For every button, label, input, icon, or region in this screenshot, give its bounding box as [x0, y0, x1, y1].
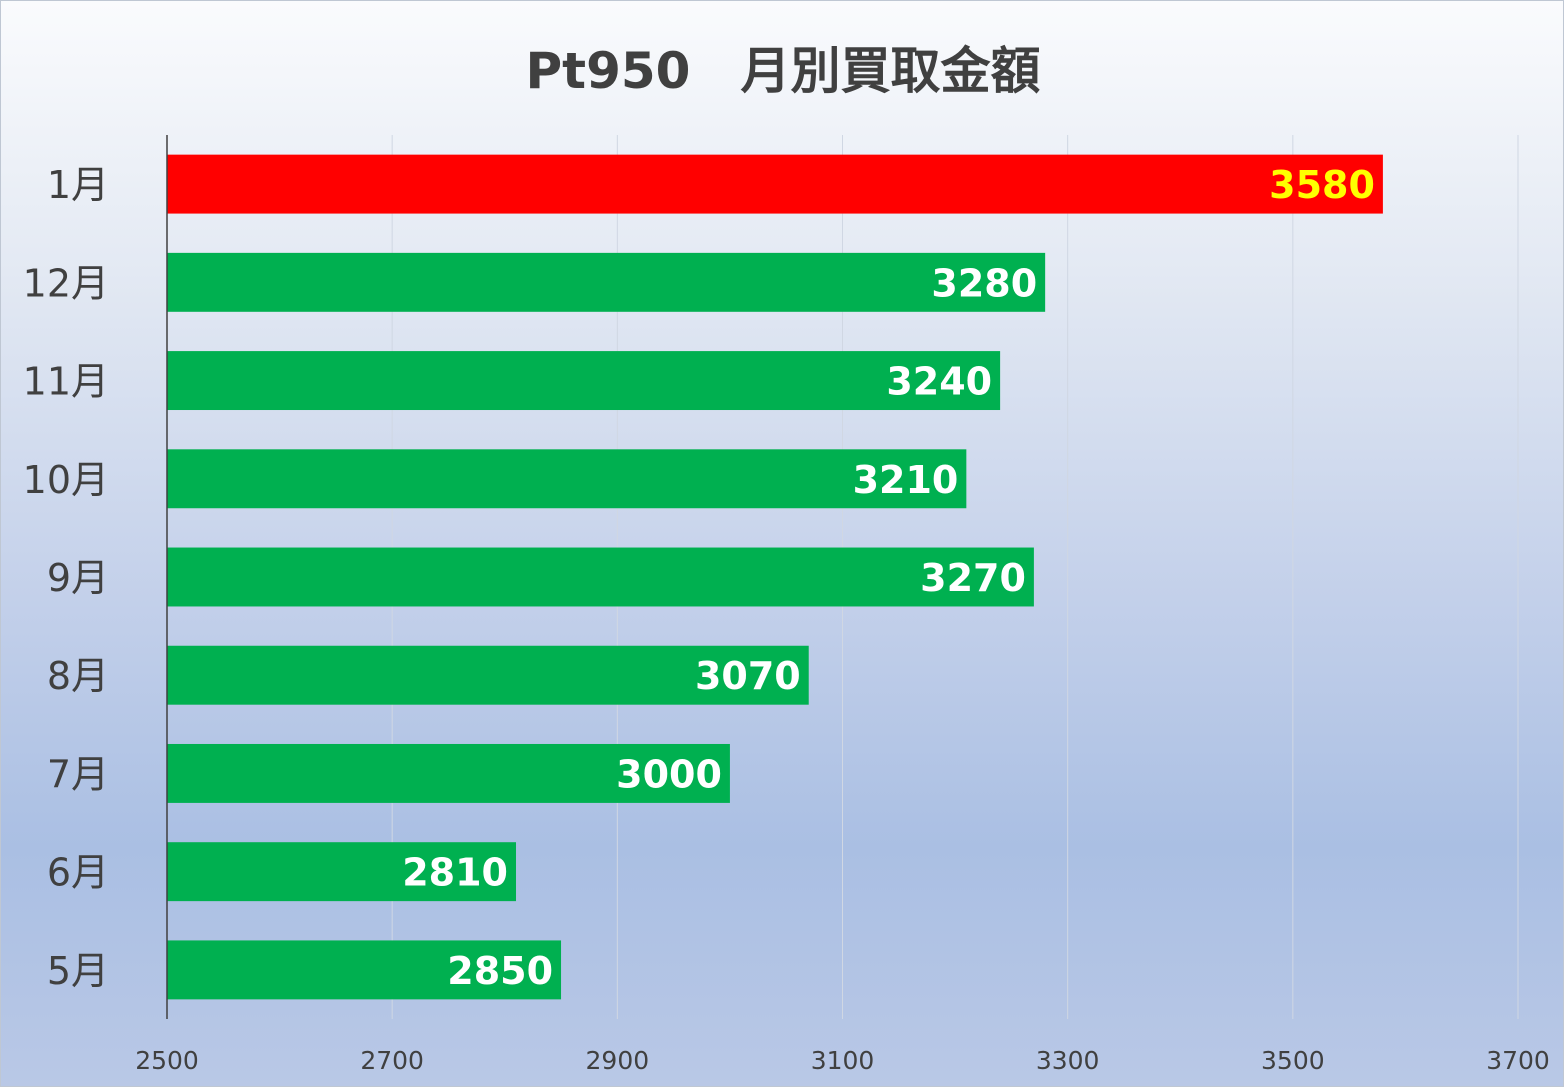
bar: [167, 547, 1034, 607]
data-label: 3240: [886, 360, 992, 404]
category-label: 6月: [47, 851, 109, 895]
data-label: 2850: [447, 949, 553, 993]
x-tick-label: 3700: [1486, 1046, 1550, 1075]
x-tick-label: 2700: [360, 1046, 424, 1075]
category-label: 11月: [23, 360, 109, 404]
category-label: 9月: [47, 556, 109, 600]
x-tick-label: 3100: [811, 1046, 875, 1075]
bar: [167, 154, 1383, 214]
category-label: 7月: [47, 752, 109, 796]
bar: [167, 351, 1001, 411]
x-tick-label: 3500: [1261, 1046, 1325, 1075]
category-label: 10月: [23, 458, 109, 502]
bar: [167, 940, 562, 1000]
bar: [167, 842, 517, 902]
category-label: 5月: [47, 949, 109, 993]
data-label: 3580: [1269, 163, 1375, 207]
data-label: 3280: [931, 261, 1037, 305]
data-label: 3210: [853, 458, 959, 502]
bar: [167, 645, 809, 705]
bar: [167, 743, 730, 803]
category-label: 1月: [47, 163, 109, 207]
bar: [167, 449, 967, 509]
x-tick-label: 3300: [1036, 1046, 1100, 1075]
category-label: 12月: [23, 261, 109, 305]
data-label: 3070: [695, 654, 801, 698]
category-label: 8月: [47, 654, 109, 698]
x-tick-label: 2500: [135, 1046, 199, 1075]
chart-title: Pt950 月別買取金額: [525, 42, 1041, 100]
data-label: 2810: [402, 851, 508, 895]
data-label: 3270: [920, 556, 1026, 600]
bar: [167, 252, 1046, 312]
x-tick-label: 2900: [586, 1046, 650, 1075]
data-label: 3000: [616, 752, 722, 796]
